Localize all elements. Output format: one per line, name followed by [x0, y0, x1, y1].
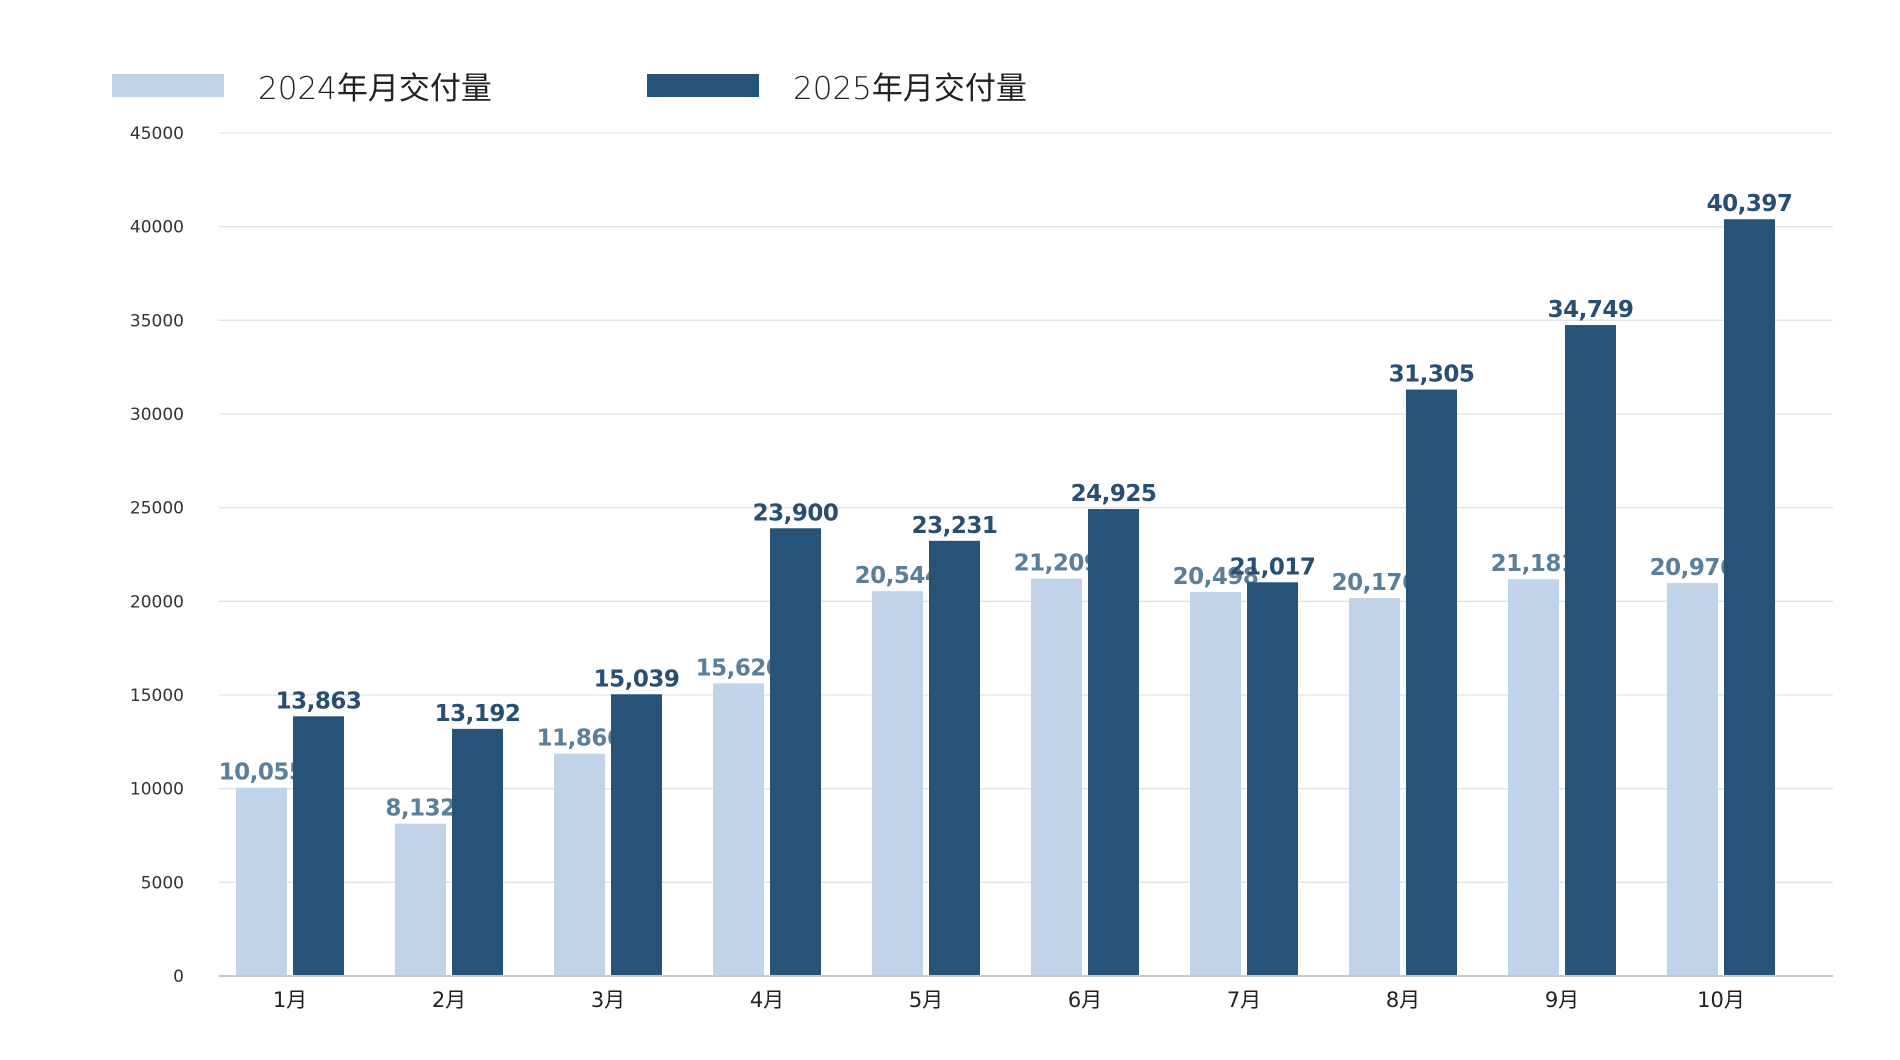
data-label-2025: 13,863: [276, 688, 362, 714]
bar-2025: [293, 716, 344, 976]
bar-2024: [236, 787, 287, 976]
x-tick-label: 7月: [1227, 988, 1261, 1012]
bar-2025: [1406, 389, 1457, 977]
data-label-2025: 40,397: [1707, 191, 1793, 217]
x-tick-label: 3月: [591, 988, 625, 1012]
bar-2025: [1247, 582, 1298, 976]
bar-2025: [611, 694, 662, 976]
data-label-2025: 23,231: [912, 513, 998, 539]
data-label-2025: 31,305: [1389, 362, 1475, 388]
y-tick-label: 30000: [130, 405, 184, 425]
data-label-2024: 15,620: [696, 655, 782, 681]
bar-2024: [713, 683, 764, 976]
data-label-2024: 20,544: [855, 563, 941, 589]
bar-2025: [929, 540, 980, 976]
x-tick-label: 4月: [750, 988, 784, 1012]
bar-2025: [1565, 325, 1616, 976]
x-tick-label: 2月: [432, 988, 466, 1012]
legend-swatch-2024: [112, 73, 224, 97]
y-tick-label: 5000: [141, 873, 184, 893]
data-label-2025: 15,039: [594, 666, 680, 692]
legend-item-2025: 2025年月交付量: [647, 70, 1027, 107]
bar-2024: [395, 823, 446, 976]
x-tick-label: 5月: [909, 988, 943, 1012]
bar-2025: [770, 528, 821, 976]
data-label-2025: 34,749: [1548, 297, 1634, 323]
bar-2024: [1667, 583, 1718, 976]
x-tick-label: 6月: [1068, 988, 1102, 1012]
x-tick-label: 8月: [1386, 988, 1420, 1012]
data-label-2025: 13,192: [435, 701, 521, 727]
y-tick-label: 20000: [130, 592, 184, 612]
legend-label-2024: 2024年月交付量: [258, 70, 492, 107]
y-tick-label: 25000: [130, 499, 184, 519]
bar-2024: [554, 753, 605, 976]
y-tick-label: 10000: [130, 780, 184, 800]
bar-2024: [872, 591, 923, 976]
y-tick-label: 0: [173, 967, 184, 987]
legend-label-2025: 2025年月交付量: [793, 70, 1027, 107]
data-label-2024: 20,176: [1332, 570, 1418, 596]
data-label-2024: 20,976: [1650, 555, 1736, 581]
y-tick-label: 40000: [130, 218, 184, 238]
bar-2024: [1190, 592, 1241, 976]
x-tick-label: 9月: [1545, 988, 1579, 1012]
data-label-2024: 21,209: [1014, 551, 1100, 577]
data-label-2024: 8,132: [385, 796, 455, 822]
data-label-2025: 24,925: [1071, 481, 1157, 507]
bar-2024: [1508, 579, 1559, 976]
bar-2025: [1088, 509, 1139, 976]
bar-2024: [1031, 578, 1082, 976]
data-label-2024: 10,055: [219, 760, 305, 786]
bar-2024: [1349, 598, 1400, 976]
data-label-2024: 21,181: [1491, 551, 1577, 577]
legend-item-2024: 2024年月交付量: [112, 70, 492, 107]
y-tick-label: 45000: [130, 124, 184, 144]
y-tick-label: 15000: [130, 686, 184, 706]
data-label-2024: 11,866: [537, 726, 623, 752]
y-tick-label: 35000: [130, 311, 184, 331]
data-label-2024: 20,498: [1173, 564, 1259, 590]
data-label-2025: 21,017: [1230, 554, 1316, 580]
data-label-2025: 23,900: [753, 500, 839, 526]
bar-2025: [1724, 219, 1775, 976]
legend-swatch-2025: [647, 73, 759, 97]
bar-2025: [452, 728, 503, 976]
x-tick-label: 1月: [273, 988, 307, 1012]
x-tick-label: 10月: [1697, 988, 1745, 1012]
